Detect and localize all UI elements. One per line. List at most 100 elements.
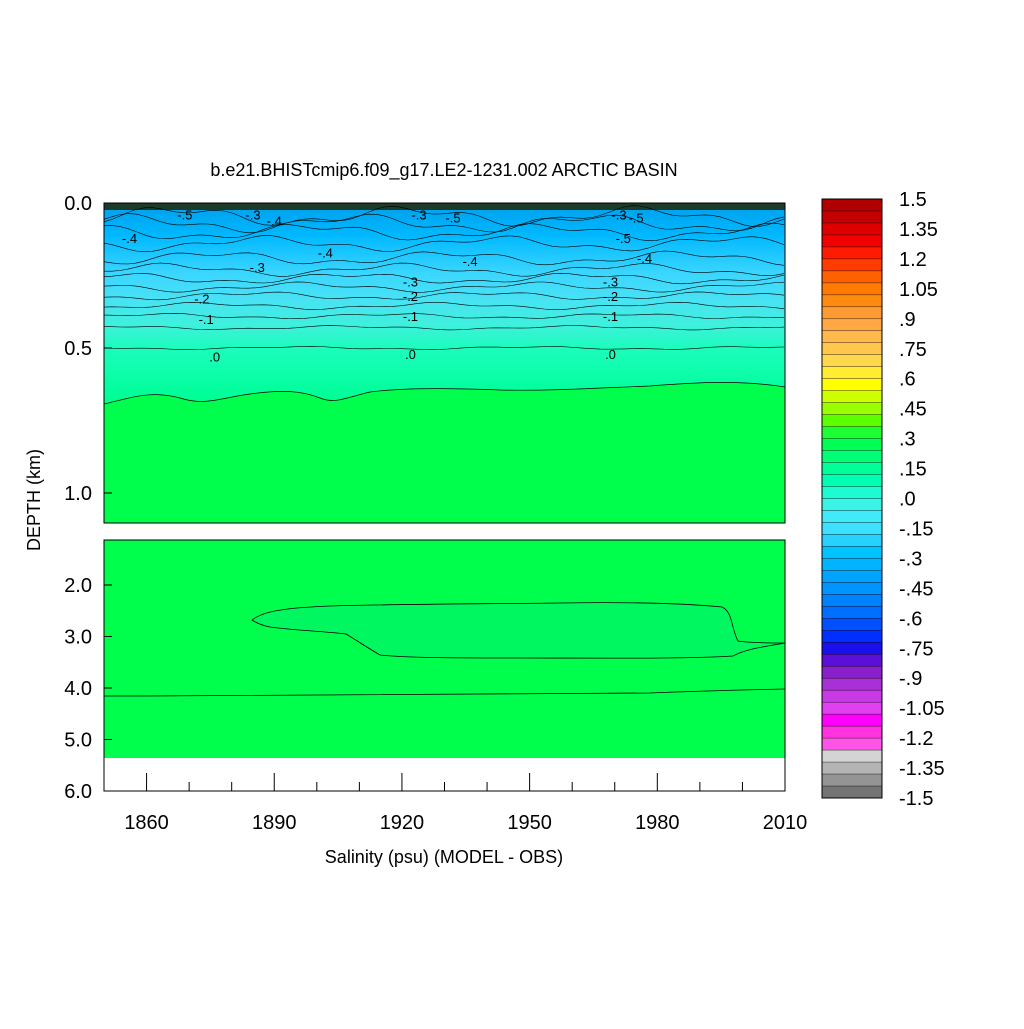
colorbar-swatch <box>822 258 882 272</box>
x-axis-label: Salinity (psu) (MODEL - OBS) <box>325 847 563 867</box>
colorbar-swatch <box>822 594 882 607</box>
x-tick-label: 1950 <box>507 812 552 834</box>
colorbar-label: 1.2 <box>899 249 927 271</box>
colorbar-swatch <box>822 354 882 368</box>
upper-contour-lines <box>103 205 785 350</box>
contour-label: -.4 <box>462 254 477 269</box>
colorbar-swatch <box>822 546 882 559</box>
contour-line <box>103 222 785 242</box>
contour-label: -.5 <box>445 211 460 226</box>
chart-title: b.e21.BHISTcmip6.f09_g17.LE2-1231.002 AR… <box>210 160 677 181</box>
colorbar-label: -.75 <box>899 638 933 660</box>
colorbar-swatch <box>822 690 882 703</box>
colorbar-swatch <box>822 774 882 787</box>
colorbar-swatch <box>822 330 882 344</box>
colorbar-swatch <box>822 762 882 775</box>
x-tick-label: 1980 <box>635 812 680 834</box>
upper-panel: -.5 -.3 -.4-.4-.4-.3-.3 -.5-.4-.3 -.5-.5-.4-… <box>103 202 786 524</box>
colorbar-swatch <box>822 786 882 799</box>
colorbar-swatch <box>822 438 882 451</box>
contour-label: -.5 <box>177 208 192 223</box>
contour-label: -.1 <box>199 312 214 327</box>
colorbar-label: -.45 <box>899 578 933 600</box>
colorbar-label: -1.5 <box>899 788 933 810</box>
colorbar-label: 1.05 <box>899 279 938 301</box>
contour-line <box>103 213 785 234</box>
colorbar-label: -.3 <box>899 548 922 570</box>
colorbar-swatch <box>822 294 882 308</box>
colorbar-label: .6 <box>899 369 916 391</box>
contour-line <box>103 272 785 285</box>
x-tick-label: 1860 <box>124 812 169 834</box>
colorbar-swatch <box>822 402 882 415</box>
colorbar-swatch <box>822 450 882 463</box>
y-axis-label: DEPTH (km) <box>24 449 44 551</box>
colorbar-swatch <box>822 678 882 691</box>
y-tick-label: 4.0 <box>64 678 92 700</box>
contour-line <box>103 301 785 310</box>
contour-label: -.2 <box>603 289 618 304</box>
colorbar: 1.5 1.35 1.2 1.05 .9 .75 .6 .45 .3 .15 .0 -.15 -.3 -.… <box>821 189 945 810</box>
colorbar-swatch <box>822 390 882 403</box>
colorbar-swatch <box>822 306 882 320</box>
colorbar-label: .75 <box>899 339 927 361</box>
contour-label: -.3 <box>403 274 418 289</box>
axes: 0.0 0.5 1.0 2.0 3.0 4.0 5.0 6.0 1860 1890 1920 1950… <box>64 193 807 834</box>
contour-line <box>103 205 785 227</box>
colorbar-swatch <box>822 618 882 631</box>
contour-label: -.3 <box>250 260 265 275</box>
colorbar-swatch <box>822 702 882 715</box>
colorbar-swatch <box>822 666 882 679</box>
colorbar-swatch <box>822 642 882 655</box>
contour-label: -.3 <box>411 208 426 223</box>
contour-label: -.3 <box>611 208 626 223</box>
colorbar-swatch <box>822 474 882 487</box>
contour-label: -.5 <box>616 231 631 246</box>
contour-label: -.4 <box>122 231 137 246</box>
colorbar-swatch <box>822 210 882 224</box>
colorbar-label: .3 <box>899 429 916 451</box>
upper-panel-frame <box>103 202 786 524</box>
colorbar-label: -1.35 <box>899 758 945 780</box>
contour-line <box>103 325 785 331</box>
colorbar-swatch <box>822 199 882 212</box>
colorbar-swatch <box>822 534 882 547</box>
colorbar-swatch <box>822 234 882 248</box>
contour-label: -.2 <box>194 292 209 307</box>
x-tick-label: 1890 <box>252 812 297 834</box>
colorbar-swatch <box>822 414 882 427</box>
contour-line <box>103 312 784 320</box>
colorbar-label: .45 <box>899 399 927 421</box>
colorbar-swatch <box>822 570 882 583</box>
colorbar-label: -1.05 <box>899 698 945 720</box>
surface-dark-band <box>104 203 785 210</box>
contour-label: -.4 <box>267 213 282 228</box>
colorbar-swatch <box>822 606 882 619</box>
colorbar-swatch <box>822 246 882 260</box>
colorbar-swatch <box>822 630 882 643</box>
colorbar-label: 1.5 <box>899 189 927 211</box>
colorbar-swatch <box>822 378 882 391</box>
colorbar-label: -.15 <box>899 518 933 540</box>
y-tick-label: 3.0 <box>64 627 92 649</box>
x-tick-label: 2010 <box>763 812 808 834</box>
contour-label: -.4 <box>637 251 652 266</box>
colorbar-label: .0 <box>899 489 916 511</box>
contour-label: -.1 <box>603 309 618 324</box>
colorbar-swatch <box>822 558 882 571</box>
colorbar-swatch <box>822 654 882 667</box>
colorbar-label: -.6 <box>899 608 922 630</box>
contour-line <box>103 235 785 253</box>
contour-line <box>103 345 785 350</box>
contour-label: -.2 <box>403 289 418 304</box>
colorbar-label: .9 <box>899 309 916 331</box>
lower-panel <box>103 539 786 792</box>
colorbar-label: -.9 <box>899 668 922 690</box>
colorbar-swatch <box>822 510 882 523</box>
colorbar-label: .15 <box>899 459 927 481</box>
colorbar-swatch <box>822 282 882 296</box>
contour-line <box>103 281 785 293</box>
colorbar-frame <box>821 198 883 799</box>
contour-line <box>104 262 785 277</box>
x-tick-label: 1920 <box>380 812 425 834</box>
